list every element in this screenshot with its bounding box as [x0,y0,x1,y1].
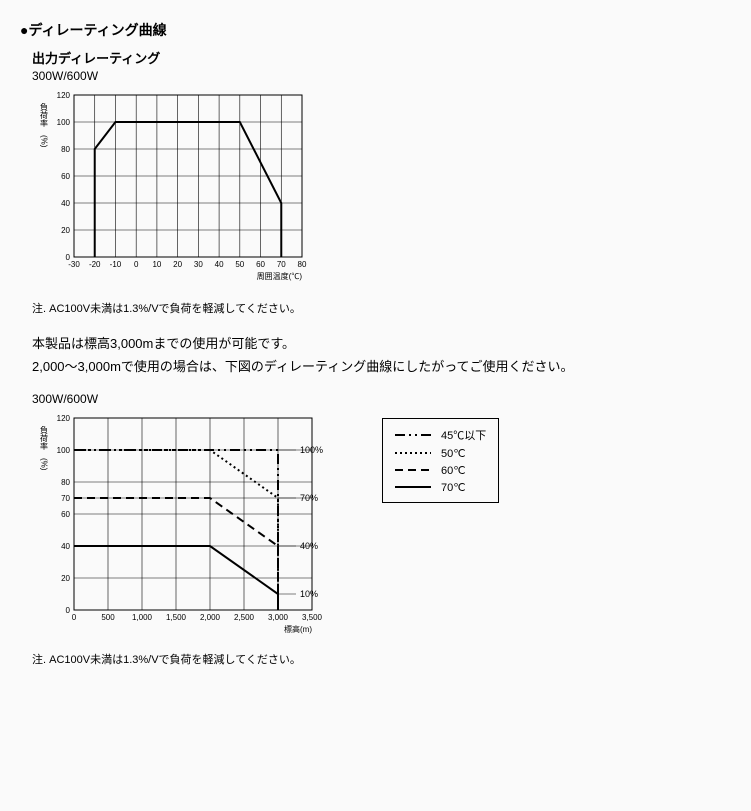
svg-text:120: 120 [57,414,71,423]
svg-text:0: 0 [66,253,71,262]
chart1-svg: -30 -20 -10 0 10 20 30 40 50 60 70 80 0 20 40 60 80 100 12… [32,87,312,287]
svg-text:120: 120 [57,91,71,100]
svg-text:2,500: 2,500 [234,613,255,622]
svg-text:100%: 100% [300,445,323,455]
body-line1: 本製品は標高3,000mまでの使用が可能です。 [32,334,731,355]
svg-text:80: 80 [61,145,70,154]
svg-text:0: 0 [72,613,77,622]
svg-text:1,500: 1,500 [166,613,187,622]
legend-item: 60℃ [395,462,486,479]
svg-text:100: 100 [57,118,71,127]
svg-text:負荷率: 負荷率 [40,425,49,451]
svg-text:20: 20 [173,260,182,269]
legend-line-icon [395,429,431,441]
svg-text:60: 60 [61,510,70,519]
svg-text:50: 50 [235,260,244,269]
section-heading: ●ディレーティング曲線 [20,20,731,40]
chart2-container: 0 500 1,000 1,500 2,000 2,500 3,000 3,500 0 20 40 6… [32,410,362,645]
svg-text:(%): (%) [40,458,49,471]
legend-item: 45℃以下 [395,425,486,445]
chart1-subtitle: 出力ディレーティング [32,48,731,67]
chart1-model: 300W/600W [32,69,731,83]
legend-item: 50℃ [395,445,486,462]
svg-text:40: 40 [61,199,70,208]
chart1-container: -30 -20 -10 0 10 20 30 40 50 60 70 80 0 20 40 60 80 100 12… [32,87,731,292]
legend-line-icon [395,481,431,493]
svg-text:100: 100 [57,446,71,455]
chart1-note: 注. AC100V未満は1.3%/Vで負荷を軽減してください。 [32,300,731,316]
legend-item: 70℃ [395,479,486,496]
svg-text:標高(m): 標高(m) [284,624,312,634]
svg-text:10%: 10% [300,589,318,599]
svg-text:周囲温度(℃): 周囲温度(℃) [257,271,303,281]
legend-label: 60℃ [441,464,466,477]
chart2-model: 300W/600W [32,392,731,406]
chart2-note: 注. AC100V未満は1.3%/Vで負荷を軽減してください。 [32,651,731,667]
svg-text:(%): (%) [40,135,49,148]
legend-label: 45℃以下 [441,427,486,443]
svg-text:負荷率: 負荷率 [40,102,49,128]
svg-text:70%: 70% [300,493,318,503]
svg-text:3,000: 3,000 [268,613,289,622]
section-title-text: ディレーティング曲線 [28,22,166,38]
svg-text:80: 80 [298,260,307,269]
svg-text:40%: 40% [300,541,318,551]
svg-text:-30: -30 [68,260,80,269]
svg-text:1,000: 1,000 [132,613,153,622]
svg-text:20: 20 [61,226,70,235]
svg-text:40: 40 [215,260,224,269]
svg-text:0: 0 [66,606,71,615]
svg-text:20: 20 [61,574,70,583]
svg-text:40: 40 [61,542,70,551]
body-line2: 2,000～3,000mで使用の場合は、下図のディレーティング曲線にしたがってご… [32,357,731,378]
svg-text:3,500: 3,500 [302,613,323,622]
chart2-svg: 0 500 1,000 1,500 2,000 2,500 3,000 3,500 0 20 40 6… [32,410,362,640]
legend-line-icon [395,447,431,459]
svg-text:-10: -10 [110,260,122,269]
svg-text:80: 80 [61,478,70,487]
svg-text:30: 30 [194,260,203,269]
svg-text:70: 70 [61,494,70,503]
svg-text:2,000: 2,000 [200,613,221,622]
svg-text:70: 70 [277,260,286,269]
chart2-legend: 45℃以下 50℃ 60℃ 70℃ [382,418,499,503]
legend-line-icon [395,464,431,476]
svg-text:0: 0 [134,260,139,269]
svg-text:500: 500 [101,613,115,622]
svg-text:60: 60 [256,260,265,269]
svg-text:60: 60 [61,172,70,181]
legend-label: 50℃ [441,447,466,460]
legend-label: 70℃ [441,481,466,494]
svg-text:-20: -20 [89,260,101,269]
svg-text:10: 10 [152,260,161,269]
